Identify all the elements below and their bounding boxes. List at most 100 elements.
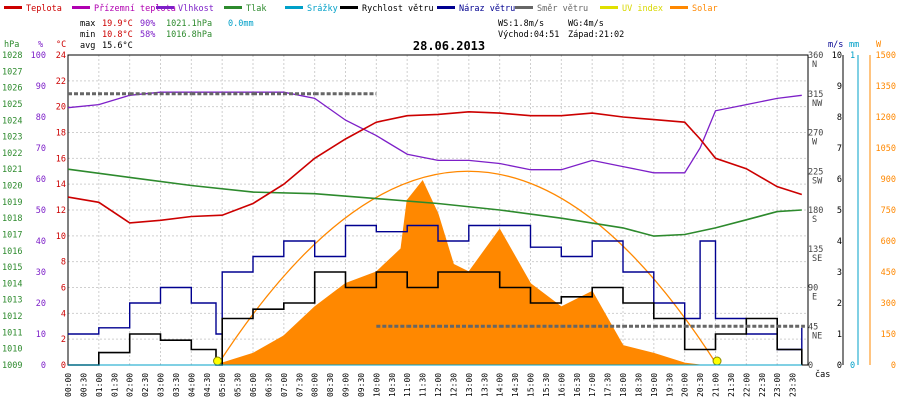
solar-tick: 750 (881, 206, 896, 216)
pressure-tick: 1025 (2, 100, 22, 110)
humidity-tick: 40 (36, 237, 46, 247)
wind-direction-tick: 0 (808, 361, 813, 371)
solar-tick: 0 (891, 361, 896, 371)
humidity-tick: 20 (36, 299, 46, 309)
time-tick: 18:30 (634, 373, 643, 397)
pressure-tick: 1021 (2, 165, 22, 175)
avg-temp: 15.6°C (102, 41, 133, 51)
pressure-tick: 1009 (2, 361, 22, 371)
time-tick: 01:30 (110, 373, 119, 397)
legend-swatch (4, 6, 22, 9)
pressure-tick: 1027 (2, 67, 22, 77)
wind-direction-tick: 180 (808, 206, 823, 216)
wind-gust-stat: WG:4m/s (568, 19, 604, 29)
time-tick: 00:00 (64, 373, 73, 397)
wind-direction-cardinal: SW (812, 176, 823, 186)
wind-direction-cardinal: S (812, 215, 817, 225)
solar-unit: W (876, 40, 882, 50)
temperature-tick: 20 (56, 103, 66, 113)
solar-tick: 1350 (876, 82, 896, 92)
wind-speed-tick: 8 (837, 113, 842, 123)
legend-swatch (72, 6, 90, 9)
legend-label: Tlak (246, 4, 266, 14)
solar-tick: 150 (881, 330, 896, 340)
time-tick: 14:30 (511, 373, 520, 397)
chart-title: 28.06.2013 (413, 39, 485, 53)
time-tick: 16:00 (557, 373, 566, 397)
temperature-tick: 18 (56, 129, 66, 139)
temperature-tick: 24 (56, 51, 66, 61)
time-tick: 10:00 (372, 373, 381, 397)
wind-speed-tick: 1 (837, 330, 842, 340)
solar-theoretical-line (216, 170, 718, 366)
solar-tick: 900 (881, 175, 896, 185)
wind-direction-tick: 90 (808, 284, 818, 294)
time-tick: 23:30 (789, 373, 798, 397)
temperature-tick: 10 (56, 232, 66, 242)
solar-tick: 1200 (876, 113, 896, 123)
wind-direction-cardinal: N (812, 60, 817, 70)
time-tick: 15:00 (527, 373, 536, 397)
wind-speed-line (68, 271, 803, 366)
max-rain: 0.0mm (228, 19, 254, 29)
x-axis-label: čas (815, 369, 830, 380)
time-tick: 03:30 (172, 373, 181, 397)
time-tick: 11:00 (403, 373, 412, 397)
time-tick: 17:00 (588, 373, 597, 397)
pressure-tick: 1015 (2, 263, 22, 273)
pressure-tick: 1013 (2, 296, 22, 306)
time-tick: 02:30 (141, 373, 150, 397)
wind-direction-cardinal: W (812, 138, 818, 148)
time-tick: 06:30 (264, 373, 273, 397)
pressure-tick: 1017 (2, 230, 22, 240)
wind-direction-tick: 135 (808, 245, 823, 255)
min-pressure: 1016.8hPa (166, 30, 212, 40)
uv-index-marker (712, 356, 722, 366)
legend-swatch (224, 6, 242, 9)
wind-speed-tick: 2 (837, 299, 842, 309)
time-tick: 11:30 (419, 373, 428, 397)
wind-direction-tick: 270 (808, 129, 823, 139)
time-tick: 02:00 (126, 373, 135, 397)
temperature-tick: 4 (61, 309, 66, 319)
legend-swatch (285, 6, 303, 9)
legend-label: Rychlost větru (362, 4, 434, 14)
legend-swatch (515, 6, 533, 9)
solar-tick: 1500 (876, 51, 896, 61)
time-tick: 17:30 (604, 373, 613, 397)
legend-swatch (156, 6, 174, 9)
time-tick: 10:30 (388, 373, 397, 397)
time-tick: 19:30 (665, 373, 674, 397)
time-tick: 09:30 (357, 373, 366, 397)
wind-gust-line (68, 224, 803, 351)
axes: hPa% °C1028102710261025102410231022102110… (2, 40, 896, 397)
time-tick: 14:00 (496, 373, 505, 397)
pressure-tick: 1026 (2, 84, 22, 94)
humidity-unit: % (38, 40, 43, 50)
pressure-tick: 1028 (2, 51, 22, 61)
sunset-stat: Západ:21:02 (568, 30, 624, 40)
temperature-line (67, 110, 803, 224)
rain-unit: mm (849, 40, 859, 50)
time-tick: 09:00 (342, 373, 351, 397)
time-tick: 04:30 (203, 373, 212, 397)
legend-swatch (670, 6, 688, 9)
humidity-tick: 60 (36, 175, 46, 185)
solar-tick: 450 (881, 268, 896, 278)
temperature-tick: 0 (61, 361, 66, 371)
legend-label: Teplota (26, 4, 62, 14)
wind-speed-tick: 3 (837, 268, 842, 278)
pressure-tick: 1014 (2, 279, 22, 289)
solar-area (215, 179, 701, 366)
time-tick: 07:30 (295, 373, 304, 397)
time-tick: 19:00 (650, 373, 659, 397)
stats-header: max 19.9°C 90% 1021.1hPa 0.0mm min 10.8°… (80, 19, 624, 53)
wind-speed-tick: 4 (837, 237, 842, 247)
min-humidity: 58% (140, 30, 155, 40)
temperature-tick: 2 (61, 335, 66, 345)
time-tick: 20:00 (681, 373, 690, 397)
legend-swatch (437, 6, 455, 9)
wind-speed-stat: WS:1.8m/s (498, 19, 544, 29)
time-tick: 12:00 (434, 373, 443, 397)
